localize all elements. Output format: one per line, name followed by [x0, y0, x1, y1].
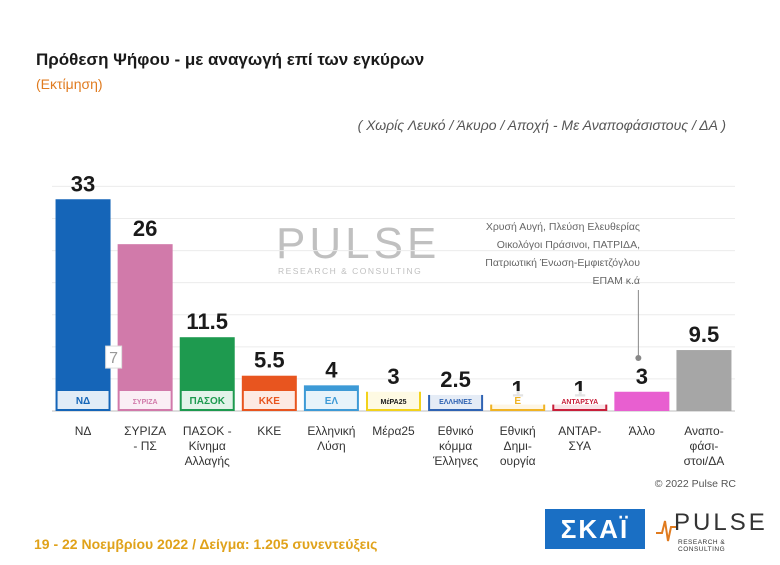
- category-label: ουργία: [500, 454, 536, 468]
- data-label: 3: [636, 364, 648, 389]
- pulse-wave-icon: [656, 520, 676, 542]
- pulse-watermark: PULSE RESEARCH & CONSULTING: [252, 219, 441, 277]
- category-label: Άλλο: [629, 424, 656, 438]
- party-logo: [368, 391, 419, 409]
- category-label: Έλληνες: [432, 454, 478, 468]
- party-logo-text: ΕΛΛΗΝΕΣ: [439, 399, 472, 406]
- category-label: φάσι-: [690, 439, 719, 453]
- party-logo-text: Ε: [514, 396, 521, 407]
- category-label: Αναπο-: [684, 424, 724, 438]
- watermark-subtitle: RESEARCH & CONSULTING: [278, 266, 423, 276]
- syriza-marker-box: [105, 345, 123, 369]
- category-label: Κίνημα: [189, 439, 226, 453]
- data-label: 4: [325, 357, 338, 382]
- data-label: 26: [133, 216, 157, 241]
- skai-logo: ΣΚΑΪ: [545, 509, 645, 549]
- annotation-line: Πατριωτική Ένωση-Εμφιετζόγλου: [485, 257, 640, 269]
- annotation-line: Χρυσή Αυγή, Πλεύση Ελευθερίας: [485, 221, 640, 233]
- category-label: - ΠΣ: [133, 439, 156, 453]
- chart-subtitle: (Εκτίμηση): [36, 76, 103, 92]
- pulse-logo: PULSE RESEARCH & CONSULTING: [656, 509, 772, 553]
- category-label: ΣΥΑ: [568, 439, 591, 453]
- other-parties-annotation: Χρυσή Αυγή, Πλεύση Ελευθερίας Οικολόγοι …: [400, 218, 640, 290]
- category-label: Εθνικό: [438, 424, 474, 438]
- category-label: ΣΥΡΙΖΑ: [124, 424, 166, 438]
- category-label: Μέρα25: [372, 424, 415, 438]
- data-label: 5.5: [254, 348, 285, 373]
- watermark-title: PULSE: [276, 219, 441, 268]
- data-label: 11.5: [186, 309, 228, 334]
- annotation-line: Οικολόγοι Πράσινοι, ΠΑΤΡΙΔΑ,: [496, 239, 640, 251]
- data-label: 9.5: [689, 322, 720, 347]
- data-label: 33: [71, 171, 95, 196]
- party-logo: [430, 391, 482, 409]
- bar: [676, 350, 732, 411]
- category-label: ΠΑΣΟΚ -: [183, 424, 232, 438]
- party-logo: [181, 391, 233, 409]
- category-label: Ελληνική: [307, 424, 355, 438]
- copyright-text: © 2022 Pulse RC: [654, 478, 736, 490]
- party-logo-text: ΣΥΡΙΖΑ: [133, 399, 158, 406]
- category-label: Αλλαγής: [185, 454, 230, 468]
- survey-footer: 19 - 22 Νοεμβρίου 2022 / Δείγμα: 1.205 σ…: [34, 536, 378, 552]
- party-logo: [554, 391, 606, 409]
- party-logo-text: ΕΛ: [325, 396, 339, 407]
- party-logo: [57, 391, 109, 409]
- party-logo: [305, 391, 357, 409]
- annotation-dot: [635, 355, 642, 361]
- chart-note: ( Χωρίς Λευκό / Άκυρο / Αποχή - Με Αναπο…: [357, 117, 726, 133]
- annotation-line: ΕΠΑΜ κ.ά: [592, 275, 641, 287]
- party-logo: [492, 391, 544, 409]
- bar: [614, 391, 670, 411]
- category-label: ΝΔ: [75, 424, 92, 438]
- category-label: ΚΚΕ: [257, 424, 281, 438]
- bar: [117, 244, 173, 411]
- syriza-marker: 7: [109, 350, 118, 367]
- party-logo-text: ΠΑΣΟΚ: [190, 396, 226, 407]
- pulse-logo-text: PULSE: [674, 509, 768, 536]
- party-logo-text: ΜέΡΑ25: [381, 399, 407, 406]
- category-label: Εθνική: [500, 424, 536, 438]
- data-label: 3: [387, 364, 399, 389]
- bar: [55, 199, 111, 411]
- category-label: στοι/ΔΑ: [684, 454, 725, 468]
- party-logo-text: ΝΔ: [76, 396, 90, 407]
- party-logo-text: ΑΝΤΑΡΣΥΑ: [561, 399, 598, 406]
- category-label: ΑΝΤΑΡ-: [558, 424, 601, 438]
- category-label: Λύση: [317, 439, 346, 453]
- pulse-logo-subtext: RESEARCH & CONSULTING: [678, 539, 726, 553]
- category-label: κόμμα: [439, 439, 472, 453]
- data-label: 2.5: [440, 367, 471, 392]
- party-logo: [119, 391, 171, 409]
- party-logo: [243, 391, 295, 409]
- category-label: Δημι-: [504, 439, 532, 453]
- party-logo-text: ΚΚΕ: [259, 396, 280, 407]
- chart-title: Πρόθεση Ψήφου - με αναγωγή επί των εγκύρ…: [36, 50, 425, 69]
